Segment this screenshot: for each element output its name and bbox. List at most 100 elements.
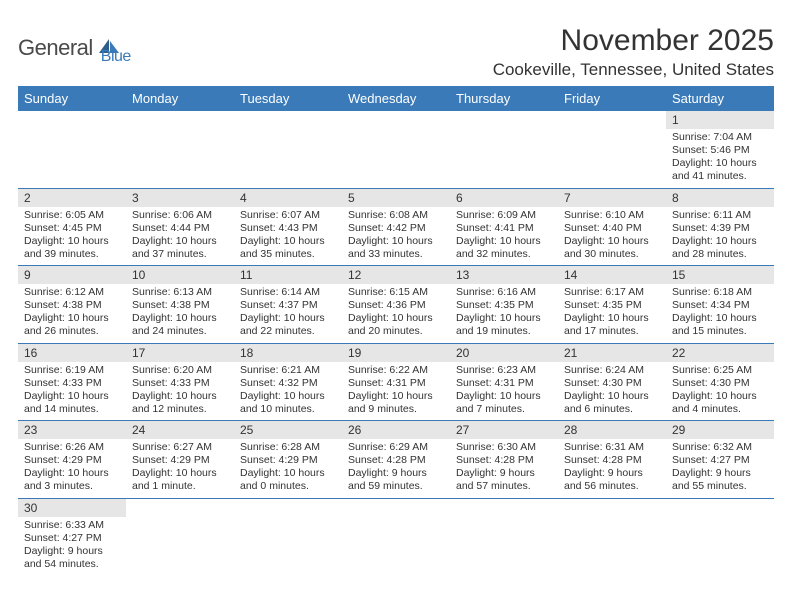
day-cell: 2Sunrise: 6:05 AMSunset: 4:45 PMDaylight… xyxy=(18,188,126,266)
sunset-text: Sunset: 4:35 PM xyxy=(456,299,552,312)
sunset-text: Sunset: 4:34 PM xyxy=(672,299,768,312)
day-number: 20 xyxy=(450,344,558,362)
day-number: 10 xyxy=(126,266,234,284)
day-details: Sunrise: 6:20 AMSunset: 4:33 PMDaylight:… xyxy=(126,362,234,421)
sunrise-text: Sunrise: 6:13 AM xyxy=(132,286,228,299)
sunset-text: Sunset: 4:27 PM xyxy=(24,532,120,545)
week-row: 2Sunrise: 6:05 AMSunset: 4:45 PMDaylight… xyxy=(18,188,774,266)
sunset-text: Sunset: 4:28 PM xyxy=(564,454,660,467)
sunset-text: Sunset: 4:33 PM xyxy=(24,377,120,390)
sunset-text: Sunset: 4:29 PM xyxy=(132,454,228,467)
sunset-text: Sunset: 4:28 PM xyxy=(456,454,552,467)
daylight-text: Daylight: 10 hours and 30 minutes. xyxy=(564,235,660,261)
day-cell: 27Sunrise: 6:30 AMSunset: 4:28 PMDayligh… xyxy=(450,421,558,499)
day-details: Sunrise: 6:32 AMSunset: 4:27 PMDaylight:… xyxy=(666,439,774,498)
day-details: Sunrise: 6:23 AMSunset: 4:31 PMDaylight:… xyxy=(450,362,558,421)
daylight-text: Daylight: 9 hours and 55 minutes. xyxy=(672,467,768,493)
day-cell: 24 Sunrise: 6:27 AMSunset: 4:29 PMDayligh… xyxy=(126,421,234,499)
sunrise-text: Sunrise: 6:29 AM xyxy=(348,441,444,454)
day-details: Sunrise: 6:16 AMSunset: 4:35 PMDaylight:… xyxy=(450,284,558,343)
day-number: 30 xyxy=(18,499,126,517)
logo: General Blue xyxy=(18,30,131,66)
sunrise-text: Sunrise: 6:21 AM xyxy=(240,364,336,377)
day-cell xyxy=(126,111,234,188)
day-number: 21 xyxy=(558,344,666,362)
sunset-text: Sunset: 4:39 PM xyxy=(672,222,768,235)
day-header: Sunday xyxy=(18,86,126,111)
day-cell xyxy=(558,111,666,188)
sunrise-text: Sunrise: 6:08 AM xyxy=(348,209,444,222)
sunset-text: Sunset: 4:37 PM xyxy=(240,299,336,312)
day-details: Sunrise: 6:14 AMSunset: 4:37 PMDaylight:… xyxy=(234,284,342,343)
day-details: Sunrise: 7:04 AMSunset: 5:46 PMDaylight:… xyxy=(666,129,774,188)
sunrise-text: Sunrise: 6:32 AM xyxy=(672,441,768,454)
day-details: Sunrise: 6:09 AMSunset: 4:41 PMDaylight:… xyxy=(450,207,558,266)
daylight-text: Daylight: 10 hours and 1 minute. xyxy=(132,467,228,493)
day-number: 13 xyxy=(450,266,558,284)
week-row: 1Sunrise: 7:04 AMSunset: 5:46 PMDaylight… xyxy=(18,111,774,188)
sunset-text: Sunset: 4:28 PM xyxy=(348,454,444,467)
sunset-text: Sunset: 4:30 PM xyxy=(564,377,660,390)
daylight-text: Daylight: 9 hours and 56 minutes. xyxy=(564,467,660,493)
sunrise-text: Sunrise: 6:27 AM xyxy=(132,441,228,454)
day-number: 4 xyxy=(234,189,342,207)
sunrise-text: Sunrise: 6:11 AM xyxy=(672,209,768,222)
sunset-text: Sunset: 4:42 PM xyxy=(348,222,444,235)
day-number: 24 xyxy=(126,421,234,439)
day-details: Sunrise: 6:07 AMSunset: 4:43 PMDaylight:… xyxy=(234,207,342,266)
sunrise-text: Sunrise: 6:15 AM xyxy=(348,286,444,299)
day-number: 23 xyxy=(18,421,126,439)
day-number: 18 xyxy=(234,344,342,362)
daylight-text: Daylight: 9 hours and 59 minutes. xyxy=(348,467,444,493)
day-details: Sunrise: 6:25 AMSunset: 4:30 PMDaylight:… xyxy=(666,362,774,421)
day-number: 14 xyxy=(558,266,666,284)
daylight-text: Daylight: 10 hours and 14 minutes. xyxy=(24,390,120,416)
day-number: 15 xyxy=(666,266,774,284)
day-cell: 4Sunrise: 6:07 AMSunset: 4:43 PMDaylight… xyxy=(234,188,342,266)
day-header: Saturday xyxy=(666,86,774,111)
day-details: Sunrise: 6:15 AMSunset: 4:36 PMDaylight:… xyxy=(342,284,450,343)
calendar-table: Sunday Monday Tuesday Wednesday Thursday… xyxy=(18,86,774,575)
sunrise-text: Sunrise: 6:17 AM xyxy=(564,286,660,299)
day-number: 8 xyxy=(666,189,774,207)
day-details: Sunrise: 6:19 AMSunset: 4:33 PMDaylight:… xyxy=(18,362,126,421)
day-cell: 5Sunrise: 6:08 AMSunset: 4:42 PMDaylight… xyxy=(342,188,450,266)
day-cell: 17Sunrise: 6:20 AMSunset: 4:33 PMDayligh… xyxy=(126,343,234,421)
day-cell: 7Sunrise: 6:10 AMSunset: 4:40 PMDaylight… xyxy=(558,188,666,266)
daylight-text: Daylight: 10 hours and 41 minutes. xyxy=(672,157,768,183)
day-details: Sunrise: 6:05 AMSunset: 4:45 PMDaylight:… xyxy=(18,207,126,266)
day-header: Friday xyxy=(558,86,666,111)
sunset-text: Sunset: 4:38 PM xyxy=(24,299,120,312)
day-number: 6 xyxy=(450,189,558,207)
day-cell xyxy=(234,111,342,188)
daylight-text: Daylight: 10 hours and 39 minutes. xyxy=(24,235,120,261)
sunset-text: Sunset: 4:44 PM xyxy=(132,222,228,235)
sunrise-text: Sunrise: 6:05 AM xyxy=(24,209,120,222)
daylight-text: Daylight: 10 hours and 6 minutes. xyxy=(564,390,660,416)
day-details: Sunrise: 6:33 AMSunset: 4:27 PMDaylight:… xyxy=(18,517,126,576)
sunrise-text: Sunrise: 7:04 AM xyxy=(672,131,768,144)
day-cell: 20Sunrise: 6:23 AMSunset: 4:31 PMDayligh… xyxy=(450,343,558,421)
day-details: Sunrise: 6:10 AMSunset: 4:40 PMDaylight:… xyxy=(558,207,666,266)
sunset-text: Sunset: 4:40 PM xyxy=(564,222,660,235)
sunset-text: Sunset: 4:31 PM xyxy=(456,377,552,390)
sunrise-text: Sunrise: 6:07 AM xyxy=(240,209,336,222)
sunrise-text: Sunrise: 6:16 AM xyxy=(456,286,552,299)
sunrise-text: Sunrise: 6:22 AM xyxy=(348,364,444,377)
daylight-text: Daylight: 10 hours and 28 minutes. xyxy=(672,235,768,261)
sunrise-text: Sunrise: 6:26 AM xyxy=(24,441,120,454)
daylight-text: Daylight: 10 hours and 17 minutes. xyxy=(564,312,660,338)
day-cell: 1Sunrise: 7:04 AMSunset: 5:46 PMDaylight… xyxy=(666,111,774,188)
day-cell xyxy=(558,498,666,575)
daylight-text: Daylight: 10 hours and 3 minutes. xyxy=(24,467,120,493)
sunrise-text: Sunrise: 6:33 AM xyxy=(24,519,120,532)
day-cell: 29Sunrise: 6:32 AMSunset: 4:27 PMDayligh… xyxy=(666,421,774,499)
day-cell: 28Sunrise: 6:31 AMSunset: 4:28 PMDayligh… xyxy=(558,421,666,499)
day-cell: 8 Sunrise: 6:11 AMSunset: 4:39 PMDaylight… xyxy=(666,188,774,266)
daylight-text: Daylight: 10 hours and 24 minutes. xyxy=(132,312,228,338)
sunrise-text: Sunrise: 6:20 AM xyxy=(132,364,228,377)
day-number: 9 xyxy=(18,266,126,284)
day-number: 3 xyxy=(126,189,234,207)
day-details: Sunrise: 6:12 AMSunset: 4:38 PMDaylight:… xyxy=(18,284,126,343)
day-cell xyxy=(450,111,558,188)
